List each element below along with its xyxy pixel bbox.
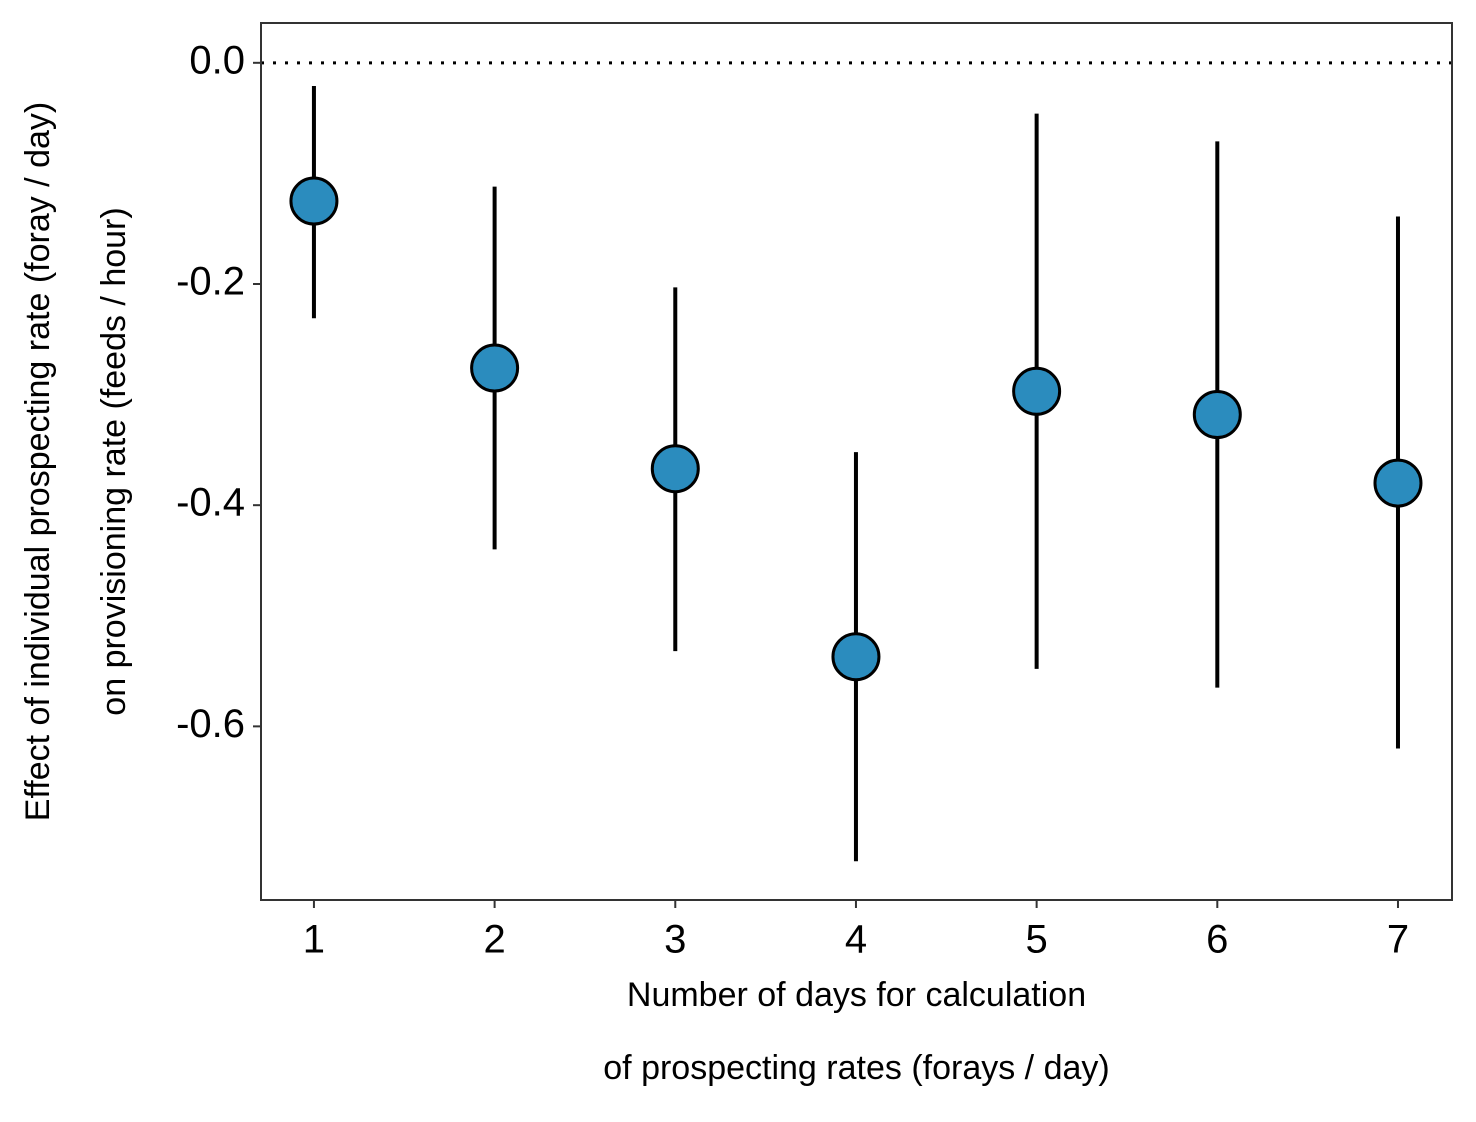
x-axis-label: of prospecting rates (forays / day) — [603, 1049, 1109, 1087]
y-tick-label: 0.0 — [189, 38, 245, 82]
x-tick-label: 6 — [1206, 918, 1228, 962]
x-axis-label: Number of days for calculation — [627, 976, 1086, 1014]
x-tick-label: 7 — [1387, 918, 1409, 962]
y-tick-label: -0.2 — [176, 260, 245, 304]
point — [1373, 458, 1423, 508]
x-tick-label: 5 — [1026, 918, 1048, 962]
y-axis-label: Effect of individual prospecting rate (f… — [19, 102, 57, 821]
plot-border — [260, 22, 1453, 901]
x-tick-label: 4 — [845, 918, 867, 962]
y-tick-label: -0.6 — [176, 702, 245, 746]
point — [1012, 366, 1062, 416]
x-tick-label: 2 — [483, 918, 505, 962]
point — [831, 632, 881, 682]
point — [650, 444, 700, 494]
y-tick-label: -0.4 — [176, 481, 245, 525]
x-tick-label: 3 — [664, 918, 686, 962]
y-axis-label: on provisioning rate (feeds / hour) — [95, 207, 133, 715]
point — [1192, 389, 1242, 439]
x-tick-label: 1 — [303, 918, 325, 962]
point — [289, 176, 339, 226]
point — [470, 343, 520, 393]
